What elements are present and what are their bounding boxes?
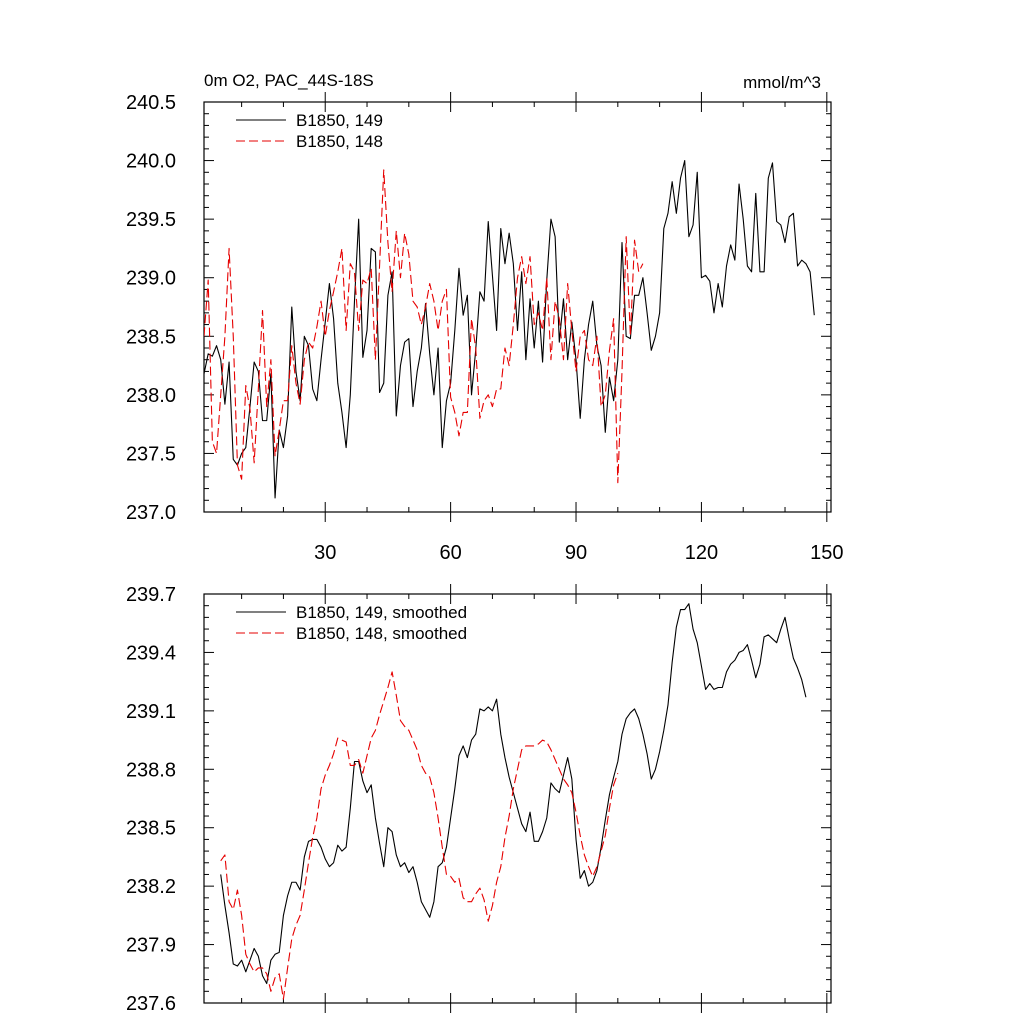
panel-1: 0m O2, PAC_44S-18S mmol/m^3 30 60 90 120 150 23… (126, 71, 844, 564)
y-tick-label: 239.1 (126, 701, 176, 723)
x-tick-label: 150 (810, 542, 843, 564)
y-tick-label: 238.0 (126, 385, 176, 407)
y-tick-label: 237.0 (126, 502, 176, 524)
y-tick-label: 239.7 (126, 584, 176, 606)
plot-frame (203, 101, 832, 513)
y-tick-label: 238.5 (126, 326, 176, 348)
units-label: mmol/m^3 (743, 73, 821, 92)
x-tick-label: 90 (565, 542, 587, 564)
y-tick-label: 240.0 (126, 151, 176, 173)
legend-label-2: B1850, 148, smoothed (296, 624, 467, 643)
y-tick-label: 237.6 (126, 993, 176, 1015)
y-tick-label: 237.9 (126, 935, 176, 957)
y-tick-label: 238.2 (126, 876, 176, 898)
y-tick-label: 239.5 (126, 209, 176, 231)
y-tick-label: 239.0 (126, 268, 176, 290)
x-tick-label: 60 (439, 542, 461, 564)
series-line-1 (204, 160, 815, 499)
plot-frame (203, 593, 832, 1004)
series-line-1 (220, 603, 807, 985)
legend-label-2: B1850, 148 (296, 132, 383, 151)
y-tick-label: 238.5 (126, 818, 176, 840)
series-line-2 (220, 671, 619, 1000)
y-tick-label: 239.4 (126, 642, 176, 664)
legend-label-1: B1850, 149 (296, 111, 383, 130)
panel-2: 237.6 237.9 238.2 238.5 238.8 239.1 239.4 239.7… (126, 584, 832, 1015)
y-tick-label: 240.5 (126, 92, 176, 114)
y-tick-label: 238.8 (126, 759, 176, 781)
x-tick-label: 30 (314, 542, 336, 564)
series-line-2 (204, 169, 644, 484)
y-tick-label: 237.5 (126, 443, 176, 465)
x-tick-label: 120 (685, 542, 718, 564)
legend-label-1: B1850, 149, smoothed (296, 603, 467, 622)
chart-title: 0m O2, PAC_44S-18S (204, 71, 374, 90)
